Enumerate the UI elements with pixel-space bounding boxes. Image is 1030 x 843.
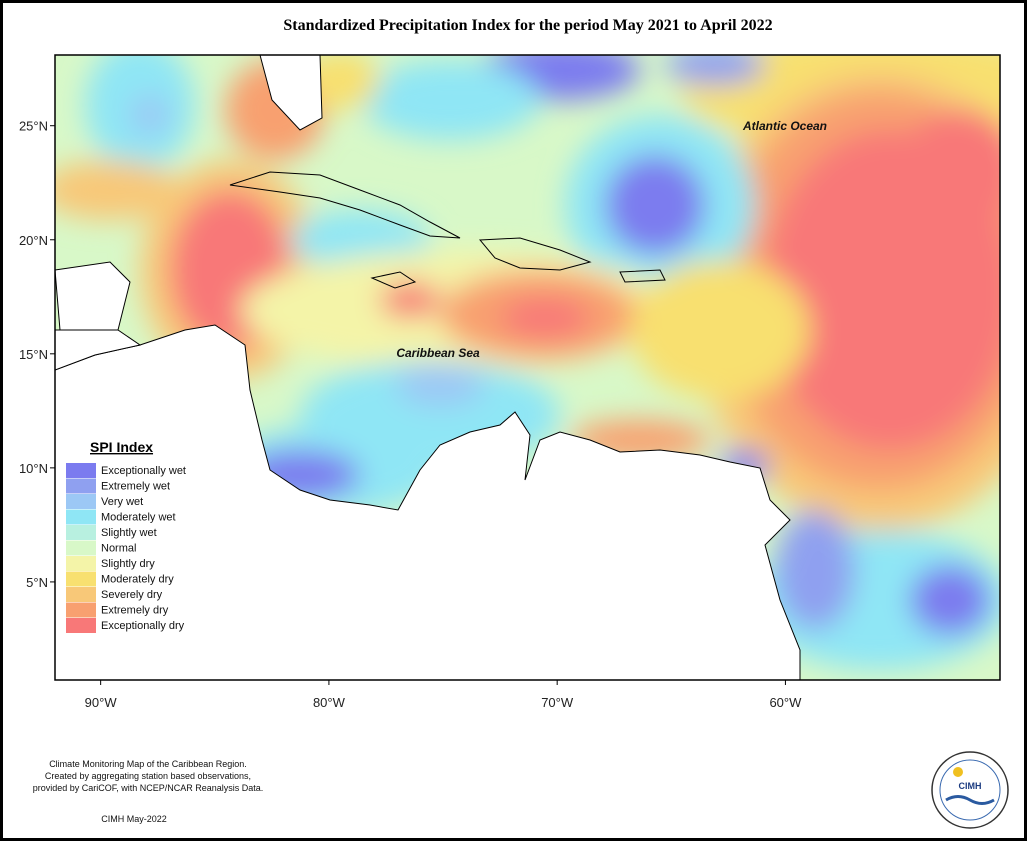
legend-label: Slightly dry (101, 558, 155, 570)
logo: CIMH (931, 751, 1009, 829)
map-border (54, 54, 1001, 681)
legend-label: Very wet (101, 496, 143, 508)
x-tick-label: 90°W (85, 695, 118, 710)
footer-note: provided by CariCOF, with NCEP/NCAR Rean… (33, 783, 264, 793)
legend-label: Extremely wet (101, 481, 170, 493)
y-tick-label: 10°N (19, 461, 48, 476)
legend-swatch (66, 494, 96, 509)
spi-field (55, 55, 1000, 680)
legend-swatch (66, 556, 96, 571)
footer-note: Climate Monitoring Map of the Caribbean … (49, 759, 247, 769)
ocean-label: Caribbean Sea (396, 346, 480, 360)
islands (229, 171, 666, 289)
y-tick-label: 20°N (19, 233, 48, 248)
y-tick-label: 5°N (26, 575, 48, 590)
x-tick-label: 60°W (769, 695, 802, 710)
legend-swatch (66, 618, 96, 633)
x-tick-label: 80°W (313, 695, 346, 710)
footer-date: CIMH May-2022 (101, 814, 167, 824)
legend-label: Severely dry (101, 589, 163, 601)
land (55, 55, 801, 680)
legend-swatch (66, 571, 96, 587)
legend-label: Slightly wet (101, 527, 157, 539)
footer: Climate Monitoring Map of the Caribbean … (33, 759, 264, 824)
legend-label: Extremely dry (101, 605, 169, 617)
y-tick-label: 25°N (19, 119, 48, 134)
x-tick-label: 70°W (541, 695, 574, 710)
map-title: Standardized Precipitation Index for the… (283, 17, 772, 34)
legend-swatch (66, 463, 96, 478)
legend-swatch (66, 602, 96, 618)
legend-swatch (66, 540, 96, 556)
legend-title: SPI Index (90, 439, 153, 455)
legend-label: Exceptionally dry (101, 620, 185, 632)
legend-label: Moderately dry (101, 574, 174, 586)
legend-swatch (66, 587, 96, 602)
legend-swatch (66, 525, 96, 540)
legend-label: Normal (101, 543, 136, 555)
logo-text: CIMH (959, 781, 982, 791)
legend-label: Exceptionally wet (101, 465, 186, 477)
legend: SPI Index Exceptionally wet Extremely wet… (66, 439, 186, 633)
legend-swatch (66, 509, 96, 525)
footer-note: Created by aggregating station based obs… (45, 771, 251, 781)
legend-swatch (66, 478, 96, 494)
legend-label: Moderately wet (101, 512, 176, 524)
ocean-label: Atlantic Ocean (742, 119, 827, 133)
y-tick-label: 15°N (19, 347, 48, 362)
